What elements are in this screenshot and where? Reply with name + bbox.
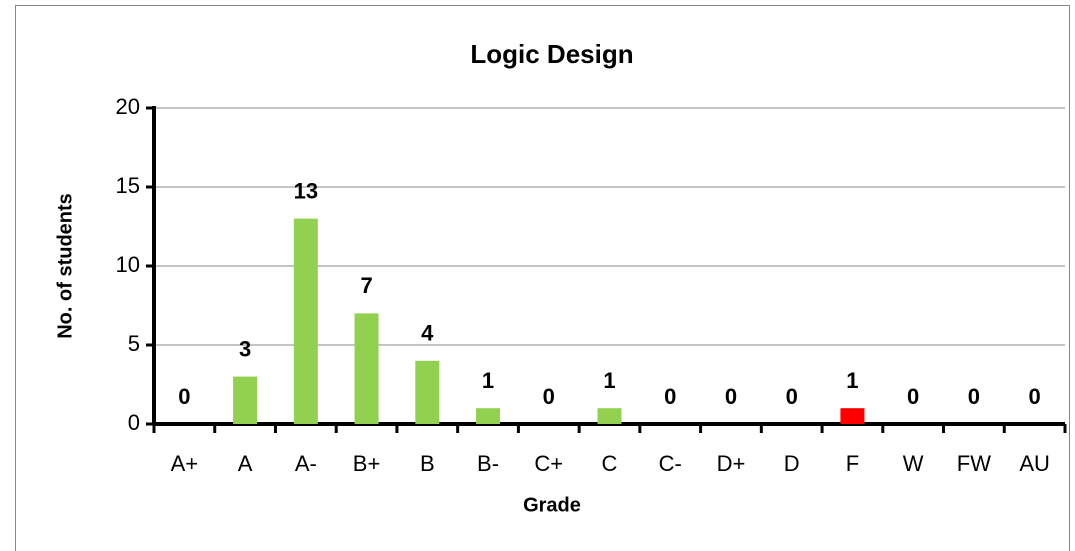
x-tick-label: C <box>602 451 618 476</box>
x-tick-label: AU <box>1019 451 1050 476</box>
bar <box>840 408 865 424</box>
data-label: 1 <box>603 368 615 393</box>
data-label: 1 <box>846 368 858 393</box>
y-tick-label: 10 <box>116 252 140 277</box>
bar <box>233 376 258 424</box>
x-tick-label: D+ <box>717 451 746 476</box>
x-tick-label: B <box>420 451 435 476</box>
bar <box>597 408 622 424</box>
y-axis-title: No. of students <box>54 193 76 339</box>
x-tick-label: A- <box>295 451 317 476</box>
x-tick-label: D <box>784 451 800 476</box>
x-tick-label: C- <box>659 451 682 476</box>
y-tick-label: 0 <box>128 410 140 435</box>
x-tick-label: B+ <box>353 451 381 476</box>
bar <box>354 313 379 424</box>
data-label: 0 <box>786 384 798 409</box>
data-label: 1 <box>482 368 494 393</box>
data-label: 0 <box>543 384 555 409</box>
x-axis-title: Grade <box>523 494 581 516</box>
data-label: 0 <box>907 384 919 409</box>
data-label: 3 <box>239 336 251 361</box>
x-tick-label: FW <box>957 451 991 476</box>
x-tick-label: F <box>846 451 859 476</box>
x-tick-label: B- <box>477 451 499 476</box>
data-label: 13 <box>294 178 318 203</box>
data-label: 4 <box>421 321 434 346</box>
data-label: 0 <box>664 384 676 409</box>
y-tick-label: 5 <box>128 331 140 356</box>
data-label: 7 <box>360 273 372 298</box>
data-label: 0 <box>1029 384 1041 409</box>
data-label: 0 <box>968 384 980 409</box>
x-tick-label: W <box>903 451 924 476</box>
chart-border <box>15 5 1070 551</box>
x-tick-label: A <box>238 451 253 476</box>
y-tick-label: 20 <box>116 94 140 119</box>
bar <box>476 408 501 424</box>
y-tick-label: 15 <box>116 173 140 198</box>
x-tick-label: A+ <box>171 451 199 476</box>
chart-title: Logic Design <box>470 39 633 69</box>
bar <box>415 360 440 424</box>
bar <box>293 218 318 424</box>
x-tick-label: C+ <box>534 451 563 476</box>
data-label: 0 <box>178 384 190 409</box>
data-label: 0 <box>725 384 737 409</box>
